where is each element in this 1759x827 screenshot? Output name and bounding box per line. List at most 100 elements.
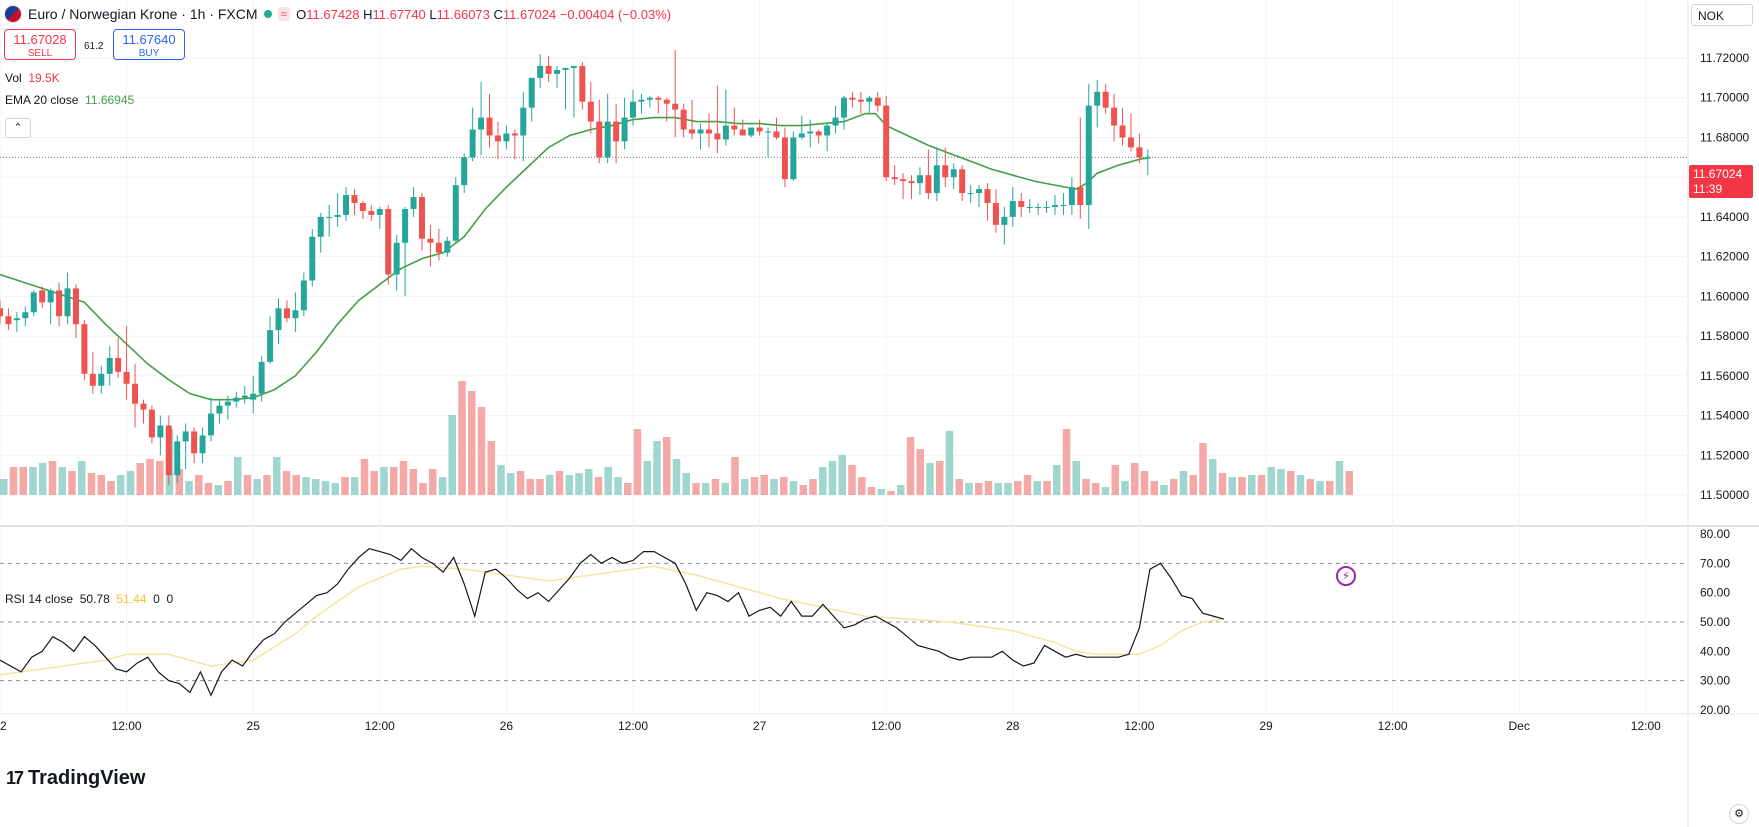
time-tick-label: 27 xyxy=(753,719,767,733)
candle-body xyxy=(705,129,712,134)
time-tick-label: 12:00 xyxy=(112,719,142,733)
buy-button[interactable]: 11.67640 BUY xyxy=(113,29,185,60)
volume-bar xyxy=(390,467,398,495)
volume-bar xyxy=(507,473,515,495)
candle-body xyxy=(283,308,290,319)
candle-body xyxy=(1026,206,1033,208)
spread-value: 61.2 xyxy=(84,41,104,52)
volume-bar xyxy=(809,479,817,495)
time-tick-label: 12:00 xyxy=(1124,719,1154,733)
volume-bar xyxy=(1023,475,1032,495)
volume-bar xyxy=(1140,471,1149,495)
currency-selector[interactable]: NOK xyxy=(1691,4,1753,26)
candle-body xyxy=(722,125,729,140)
buy-label: BUY xyxy=(138,48,160,59)
volume-bar xyxy=(916,449,924,495)
candle-body xyxy=(841,97,847,118)
candle-body xyxy=(393,242,400,275)
collapse-indicators-button[interactable]: ⌃ xyxy=(5,118,31,138)
settings-icon[interactable]: ⚙ xyxy=(1729,804,1749,824)
time-tick-label: 12:00 xyxy=(618,719,648,733)
volume-bar xyxy=(458,381,466,495)
symbol-title[interactable]: Euro / Norwegian Krone · 1h · FXCM xyxy=(28,6,258,22)
candle-body xyxy=(452,185,459,241)
ema-legend[interactable]: EMA 20 close 11.66945 xyxy=(5,93,135,107)
candle-body xyxy=(638,99,645,102)
symbol-header[interactable]: Euro / Norwegian Krone · 1h · FXCM ≈ O11… xyxy=(4,4,671,24)
candle-body xyxy=(1052,204,1058,207)
time-tick-label: Dec xyxy=(1509,719,1530,733)
volume-bar xyxy=(887,491,895,495)
volume-bar xyxy=(1072,461,1080,495)
candle-body xyxy=(511,133,518,136)
candle-body xyxy=(385,208,392,275)
market-status-icon xyxy=(263,10,272,18)
candle-body xyxy=(0,308,3,317)
candle-body xyxy=(520,107,527,136)
time-tick-label: 22 xyxy=(0,719,7,733)
volume-bar xyxy=(585,469,593,495)
volume-bar xyxy=(555,471,564,495)
candle-body xyxy=(621,117,628,142)
volume-bar xyxy=(185,481,193,495)
volume-bar xyxy=(1053,465,1061,495)
candle-body xyxy=(115,357,122,372)
candle-body xyxy=(208,413,214,436)
rsi-ma-line xyxy=(0,565,1224,676)
candle-body xyxy=(410,197,417,209)
wave-icon[interactable]: ≈ xyxy=(277,7,291,21)
volume-bar xyxy=(195,475,203,495)
price-tick-label: 11.68000 xyxy=(1700,130,1749,144)
rsi-tick-label: 30.00 xyxy=(1700,674,1730,688)
time-tick-label: 26 xyxy=(500,719,514,733)
tradingview-logo[interactable]: 17 TradingView xyxy=(6,767,145,790)
tradingview-mark-icon: 17 xyxy=(6,768,24,788)
candle-body xyxy=(56,290,63,317)
candle-body xyxy=(148,409,155,438)
volume-bar xyxy=(858,477,866,495)
time-tick-label: 12:00 xyxy=(365,719,395,733)
candle-body xyxy=(1018,201,1025,207)
volume-bar xyxy=(624,483,632,495)
volume-bar xyxy=(1014,481,1022,495)
rsi-line xyxy=(0,547,1224,697)
candle-body xyxy=(241,395,248,398)
candle-body xyxy=(579,65,586,102)
price-tick-label: 11.50000 xyxy=(1700,488,1749,502)
candle-body xyxy=(478,117,485,130)
volume-legend[interactable]: Vol 19.5K xyxy=(5,71,60,85)
candle-body xyxy=(984,189,991,204)
lightning-icon[interactable]: ⚡ xyxy=(1336,566,1356,586)
candle-body xyxy=(554,69,561,74)
volume-bar xyxy=(906,437,915,495)
candle-body xyxy=(1094,91,1101,106)
candle-body xyxy=(967,193,974,195)
volume-bar xyxy=(565,475,573,495)
price-tick-label: 11.72000 xyxy=(1700,51,1749,65)
volume-bar xyxy=(87,473,96,495)
rsi-tick-label: 20.00 xyxy=(1700,703,1730,717)
candle-body xyxy=(1060,204,1067,206)
volume-bar xyxy=(380,467,388,495)
volume-bar xyxy=(29,467,37,495)
volume-bar xyxy=(965,483,973,495)
candle-body xyxy=(891,177,898,180)
sell-button[interactable]: 11.67028 SELL xyxy=(4,29,76,60)
candle-body xyxy=(765,131,772,133)
candle-body xyxy=(157,425,164,438)
candle-body xyxy=(5,316,12,325)
volume-bar xyxy=(936,461,944,495)
rsi-legend[interactable]: RSI 14 close 50.78 51.44 0 0 xyxy=(5,592,174,606)
candle-body xyxy=(216,405,223,414)
candle-body xyxy=(950,169,957,178)
candle-body xyxy=(182,431,189,442)
candle-body xyxy=(680,109,687,130)
candle-body xyxy=(359,203,366,211)
candle-body xyxy=(435,242,442,253)
time-tick-label: 28 xyxy=(1006,719,1020,733)
volume-bar xyxy=(604,467,612,495)
candle-body xyxy=(798,133,805,138)
volume-bar xyxy=(1248,475,1256,495)
volume-bar xyxy=(1306,479,1314,495)
